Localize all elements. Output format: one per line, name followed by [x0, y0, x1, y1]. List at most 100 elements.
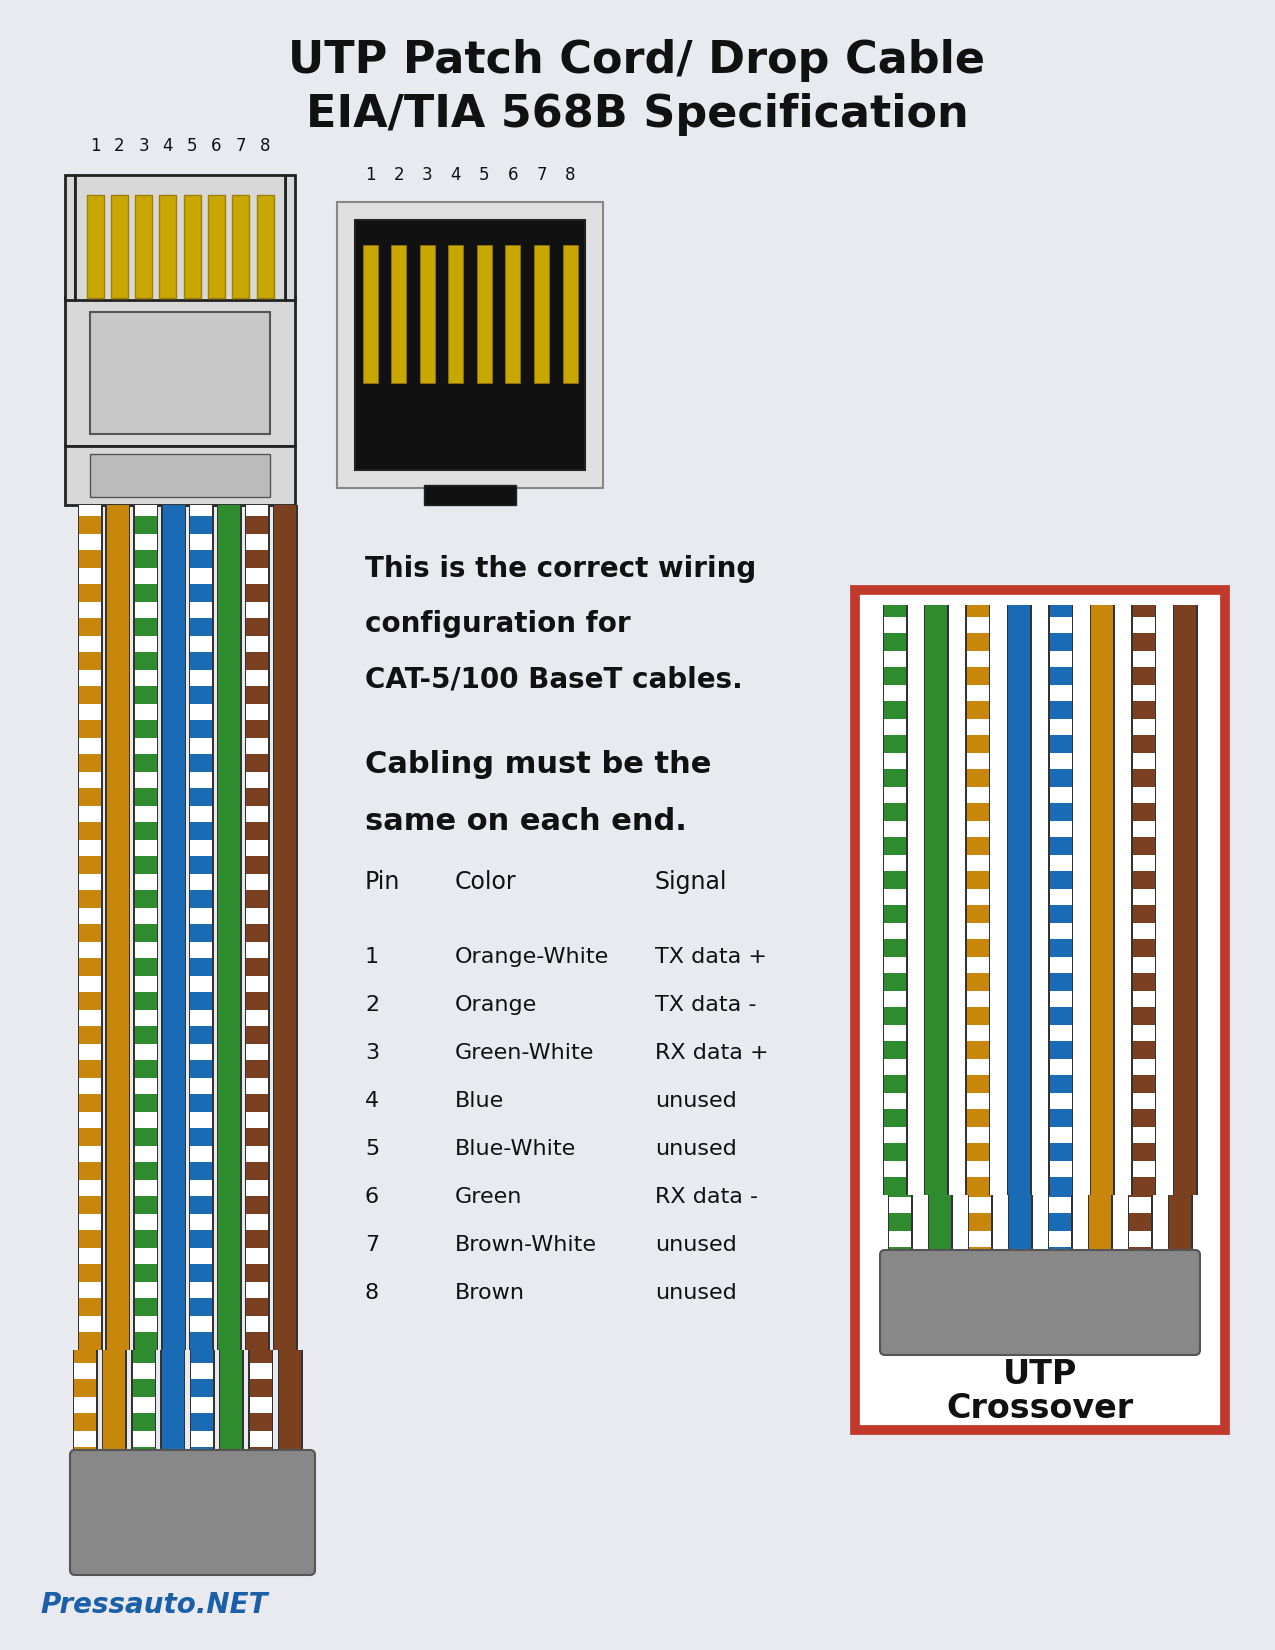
- Bar: [1049, 1109, 1072, 1127]
- Bar: [286, 175, 295, 300]
- Bar: [1049, 606, 1072, 617]
- Bar: [135, 992, 157, 1010]
- Bar: [190, 889, 213, 908]
- Bar: [91, 312, 270, 434]
- Bar: [1132, 804, 1155, 822]
- Bar: [884, 701, 907, 719]
- Bar: [1132, 667, 1155, 685]
- Bar: [887, 1195, 913, 1266]
- Bar: [1089, 1195, 1111, 1266]
- Bar: [884, 606, 907, 617]
- Bar: [162, 1350, 184, 1465]
- Text: TX data -: TX data -: [655, 995, 756, 1015]
- Bar: [159, 195, 176, 299]
- Bar: [927, 1195, 952, 1266]
- Bar: [106, 505, 130, 1350]
- Text: 4: 4: [163, 137, 173, 155]
- Bar: [250, 1379, 272, 1398]
- Bar: [856, 591, 1225, 1431]
- Bar: [966, 606, 989, 1195]
- Bar: [135, 1129, 157, 1147]
- Bar: [1049, 1213, 1071, 1231]
- Bar: [1049, 1143, 1072, 1162]
- Bar: [884, 667, 907, 685]
- Bar: [1049, 974, 1072, 992]
- Bar: [246, 1026, 268, 1044]
- Bar: [1007, 606, 1031, 1195]
- Text: 6: 6: [365, 1186, 379, 1206]
- Bar: [79, 889, 101, 908]
- Bar: [250, 1350, 272, 1363]
- Bar: [74, 1350, 96, 1465]
- Bar: [1049, 1176, 1072, 1195]
- Bar: [246, 686, 268, 705]
- FancyBboxPatch shape: [880, 1251, 1200, 1355]
- Bar: [969, 1247, 991, 1266]
- Text: Blue: Blue: [455, 1091, 504, 1110]
- Bar: [79, 719, 101, 738]
- Text: unused: unused: [655, 1234, 737, 1254]
- Bar: [246, 1332, 268, 1350]
- Bar: [969, 1213, 991, 1231]
- Bar: [1174, 606, 1196, 1195]
- Bar: [256, 195, 274, 299]
- Bar: [1173, 606, 1197, 1195]
- Bar: [246, 924, 268, 942]
- Text: same on each end.: same on each end.: [365, 807, 687, 837]
- Bar: [75, 175, 286, 300]
- Bar: [966, 1006, 989, 1025]
- Bar: [79, 992, 101, 1010]
- Bar: [135, 1026, 157, 1044]
- Bar: [133, 505, 158, 1350]
- Bar: [135, 1059, 157, 1077]
- Bar: [884, 1006, 907, 1025]
- Bar: [966, 734, 989, 752]
- Bar: [1132, 939, 1155, 957]
- Bar: [1049, 1006, 1072, 1025]
- Text: configuration for: configuration for: [365, 610, 631, 639]
- Bar: [217, 505, 242, 1350]
- Text: 1: 1: [365, 167, 375, 185]
- Bar: [246, 505, 268, 1350]
- Bar: [190, 549, 213, 568]
- Bar: [884, 1109, 907, 1127]
- Text: Orange: Orange: [455, 995, 537, 1015]
- Bar: [161, 505, 186, 1350]
- Bar: [1132, 606, 1155, 1195]
- Bar: [74, 1379, 96, 1398]
- Bar: [133, 1350, 154, 1465]
- Bar: [135, 754, 157, 772]
- Text: 7: 7: [365, 1234, 379, 1254]
- Bar: [246, 1229, 268, 1247]
- Text: Pin: Pin: [365, 870, 400, 894]
- Bar: [249, 1350, 273, 1465]
- Bar: [1049, 804, 1072, 822]
- Bar: [1048, 1195, 1072, 1266]
- Bar: [929, 1195, 951, 1266]
- Bar: [190, 856, 213, 874]
- Bar: [1132, 904, 1155, 922]
- Bar: [133, 1350, 154, 1363]
- Bar: [65, 175, 75, 300]
- Bar: [190, 924, 213, 942]
- Bar: [391, 244, 405, 383]
- Bar: [246, 1196, 268, 1214]
- Text: 7: 7: [236, 137, 246, 155]
- Bar: [208, 195, 224, 299]
- Bar: [884, 871, 907, 889]
- Text: RX data -: RX data -: [655, 1186, 759, 1206]
- Bar: [135, 1332, 157, 1350]
- Bar: [966, 974, 989, 992]
- Text: Pressauto.NET: Pressauto.NET: [40, 1591, 268, 1619]
- Bar: [1049, 904, 1072, 922]
- Bar: [133, 1379, 154, 1398]
- Bar: [79, 516, 101, 535]
- Bar: [966, 871, 989, 889]
- Bar: [190, 652, 213, 670]
- Text: Signal: Signal: [655, 870, 728, 894]
- Text: RX data +: RX data +: [655, 1043, 769, 1063]
- Text: 8: 8: [260, 137, 270, 155]
- Text: 3: 3: [365, 1043, 379, 1063]
- Bar: [969, 1195, 991, 1196]
- Bar: [161, 1350, 185, 1465]
